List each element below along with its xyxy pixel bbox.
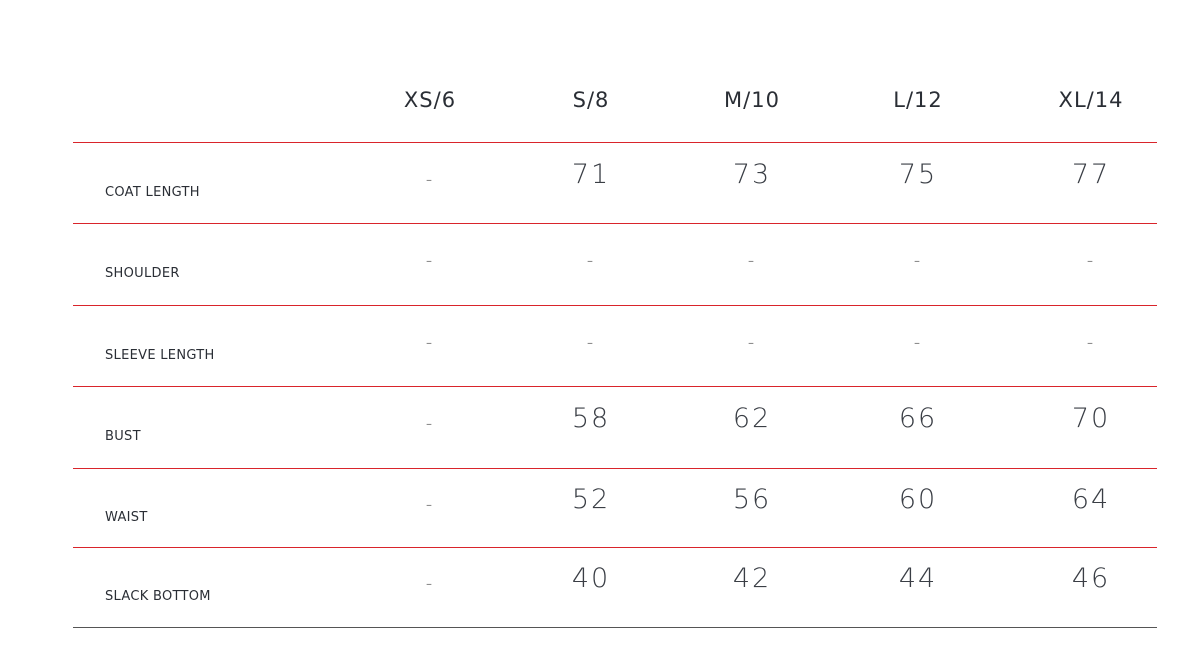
cell-value: 71	[571, 158, 611, 190]
cell-value: 52	[571, 483, 611, 515]
cell-value: 44	[898, 563, 938, 594]
row-label: WAIST	[105, 509, 148, 525]
cell-value: 40	[571, 563, 611, 594]
cell-value: 70	[1071, 403, 1111, 434]
cell-value: 66	[898, 403, 938, 434]
row-label: SLACK BOTTOM	[105, 589, 211, 604]
row-divider	[73, 305, 1157, 306]
row-divider	[73, 223, 1157, 224]
cell-value: 77	[1071, 158, 1111, 190]
row-divider	[73, 386, 1157, 387]
cell-value: 62	[732, 403, 772, 434]
cell-value: 58	[571, 403, 611, 434]
row-label: SHOULDER	[105, 266, 180, 281]
cell-value: -	[586, 250, 596, 271]
cell-value: 75	[898, 158, 938, 190]
cell-value: 73	[732, 158, 772, 190]
cell-value: -	[425, 573, 435, 594]
row-label: COAT LENGTH	[105, 184, 200, 200]
cell-value: -	[425, 250, 435, 271]
row-divider	[73, 142, 1157, 143]
cell-value: 56	[732, 483, 772, 515]
row-divider	[73, 627, 1157, 628]
column-header: XL/14	[1058, 88, 1124, 112]
cell-value: -	[425, 493, 435, 515]
column-header: M/10	[724, 88, 780, 112]
cell-value: -	[425, 331, 435, 353]
cell-value: 46	[1071, 563, 1111, 594]
cell-value: -	[747, 331, 757, 353]
cell-value: 60	[898, 483, 938, 515]
row-divider	[73, 468, 1157, 469]
cell-value: -	[747, 250, 757, 271]
column-header: L/12	[893, 88, 943, 112]
cell-value: -	[425, 168, 435, 190]
cell-value: 42	[732, 563, 772, 594]
column-header: XS/6	[403, 88, 457, 112]
cell-value: -	[586, 331, 596, 353]
row-label: BUST	[105, 429, 141, 444]
cell-value: -	[425, 413, 435, 434]
column-header: S/8	[572, 88, 610, 112]
cell-value: 64	[1071, 483, 1111, 515]
cell-value: -	[913, 331, 923, 353]
cell-value: -	[913, 250, 923, 271]
row-label: SLEEVE LENGTH	[105, 347, 215, 363]
cell-value: -	[1086, 250, 1096, 271]
row-divider	[73, 547, 1157, 548]
cell-value: -	[1086, 331, 1096, 353]
